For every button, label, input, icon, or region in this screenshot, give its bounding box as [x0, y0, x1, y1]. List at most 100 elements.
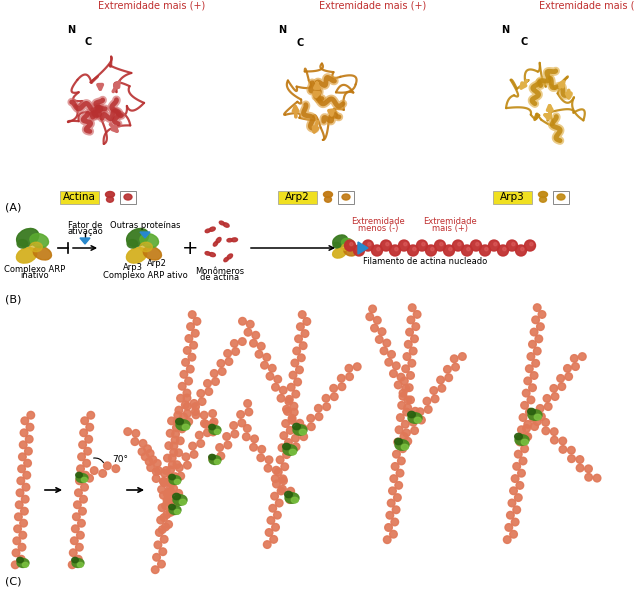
Ellipse shape — [214, 460, 221, 464]
Ellipse shape — [22, 562, 29, 567]
Circle shape — [387, 499, 395, 507]
Circle shape — [77, 471, 85, 479]
Circle shape — [413, 247, 416, 251]
Ellipse shape — [76, 474, 88, 483]
Ellipse shape — [169, 474, 175, 480]
Circle shape — [237, 411, 245, 418]
Circle shape — [162, 467, 170, 474]
Circle shape — [536, 323, 544, 330]
Circle shape — [519, 457, 527, 465]
Circle shape — [18, 453, 26, 461]
Ellipse shape — [17, 559, 29, 568]
Circle shape — [21, 417, 29, 425]
Circle shape — [279, 485, 287, 493]
Circle shape — [271, 475, 279, 483]
Circle shape — [164, 498, 172, 506]
Ellipse shape — [75, 473, 82, 478]
Circle shape — [168, 480, 176, 487]
Circle shape — [507, 511, 514, 519]
Circle shape — [169, 454, 176, 462]
Text: (C): (C) — [5, 577, 22, 587]
Ellipse shape — [183, 425, 190, 430]
Circle shape — [80, 495, 87, 503]
Circle shape — [338, 383, 346, 391]
Circle shape — [167, 509, 174, 517]
Text: C: C — [84, 37, 92, 47]
Circle shape — [458, 243, 461, 246]
Circle shape — [453, 240, 463, 251]
Circle shape — [277, 394, 285, 402]
Text: menos (-): menos (-) — [358, 224, 398, 232]
Circle shape — [385, 524, 392, 531]
Circle shape — [138, 448, 146, 455]
Circle shape — [444, 365, 451, 373]
Circle shape — [290, 403, 298, 410]
Circle shape — [209, 420, 216, 428]
Circle shape — [238, 419, 245, 427]
Circle shape — [297, 354, 305, 362]
Circle shape — [467, 247, 470, 251]
Circle shape — [307, 423, 315, 431]
Circle shape — [531, 423, 538, 431]
Circle shape — [550, 428, 558, 435]
Circle shape — [263, 353, 271, 361]
Circle shape — [244, 329, 252, 336]
Circle shape — [418, 416, 425, 424]
Ellipse shape — [325, 197, 332, 202]
Circle shape — [78, 453, 86, 461]
Text: Outras proteínas: Outras proteínas — [110, 221, 180, 229]
Circle shape — [24, 460, 32, 467]
Circle shape — [354, 245, 365, 256]
Circle shape — [81, 417, 89, 425]
Circle shape — [522, 390, 530, 397]
Circle shape — [462, 245, 472, 256]
Circle shape — [295, 366, 303, 374]
Circle shape — [285, 396, 293, 403]
Text: Extremidade: Extremidade — [423, 218, 477, 227]
Circle shape — [217, 452, 224, 460]
Ellipse shape — [342, 238, 354, 248]
Ellipse shape — [176, 418, 183, 425]
Circle shape — [572, 363, 579, 371]
Circle shape — [217, 359, 224, 367]
Circle shape — [378, 328, 386, 336]
Circle shape — [559, 445, 567, 453]
Circle shape — [165, 442, 172, 449]
Circle shape — [224, 350, 231, 357]
Ellipse shape — [17, 240, 28, 248]
Circle shape — [512, 518, 519, 526]
Circle shape — [195, 431, 203, 439]
Circle shape — [413, 311, 421, 318]
Circle shape — [274, 511, 281, 519]
Circle shape — [404, 340, 412, 348]
Ellipse shape — [285, 493, 299, 503]
Circle shape — [166, 429, 174, 437]
Circle shape — [330, 384, 337, 392]
Polygon shape — [80, 238, 90, 244]
FancyBboxPatch shape — [278, 190, 316, 203]
Circle shape — [394, 438, 401, 446]
Ellipse shape — [333, 235, 347, 247]
Circle shape — [399, 445, 406, 452]
Text: 70°: 70° — [112, 455, 128, 464]
Circle shape — [578, 353, 586, 361]
Circle shape — [538, 413, 545, 420]
Ellipse shape — [16, 557, 23, 563]
Circle shape — [166, 486, 174, 493]
Circle shape — [265, 529, 273, 536]
Circle shape — [425, 245, 436, 256]
Ellipse shape — [283, 445, 297, 455]
Circle shape — [167, 466, 174, 474]
Circle shape — [337, 375, 345, 382]
Circle shape — [390, 530, 398, 538]
Circle shape — [353, 363, 361, 371]
Circle shape — [153, 553, 160, 561]
Text: (B): (B) — [5, 295, 22, 305]
Circle shape — [405, 384, 413, 391]
Circle shape — [225, 358, 233, 365]
Ellipse shape — [174, 479, 180, 484]
Ellipse shape — [213, 241, 217, 246]
Circle shape — [380, 347, 388, 355]
Circle shape — [293, 347, 301, 355]
Circle shape — [171, 473, 179, 480]
